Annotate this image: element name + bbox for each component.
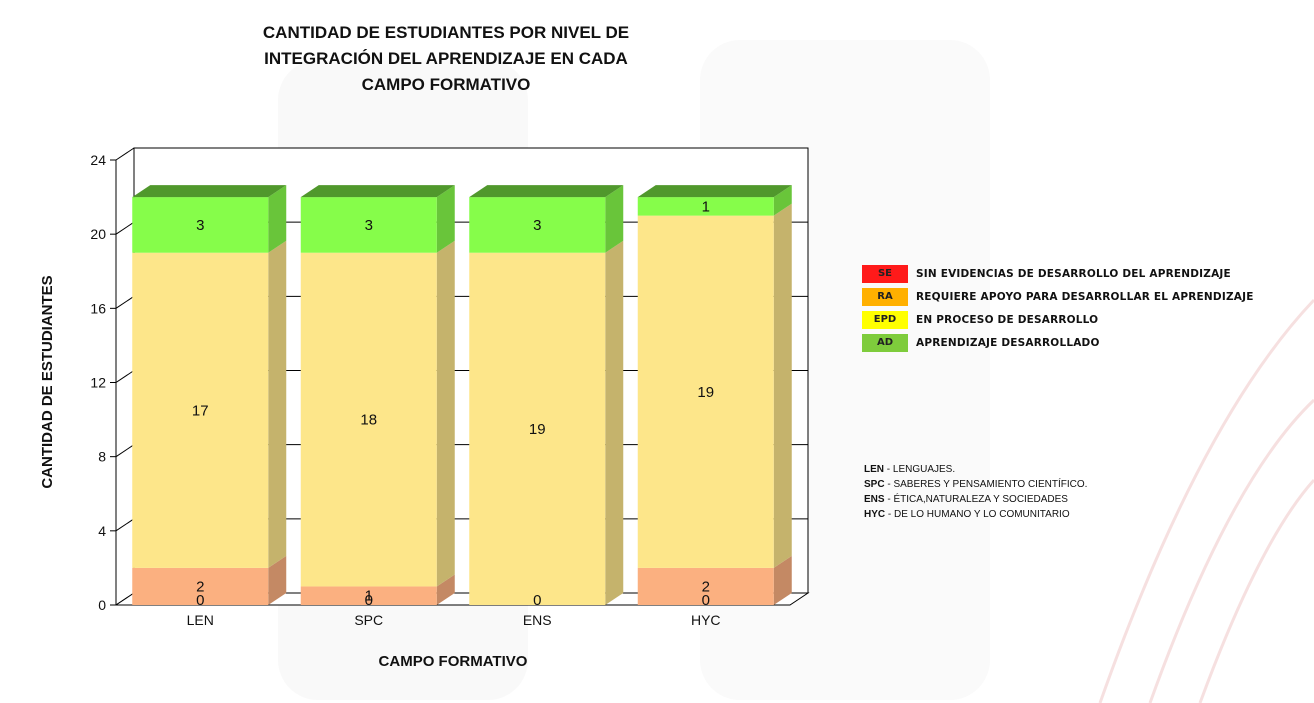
legend-swatch-epd: EPD — [862, 310, 908, 329]
data-label: 0 — [533, 592, 541, 609]
bar-side — [773, 555, 792, 605]
abbreviation-item: LEN - LENGUAJES. — [864, 462, 1087, 477]
abbreviation-code: SPC — [864, 479, 885, 490]
chart-title: CANTIDAD DE ESTUDIANTES POR NIVEL DE INT… — [196, 20, 696, 98]
legend-label-ad: APRENDIZAJE DESARROLLADO — [916, 336, 1100, 349]
bar-top — [132, 185, 287, 198]
abbreviation-code: HYC — [864, 509, 886, 520]
x-axis-title: CAMPO FORMATIVO — [379, 653, 528, 670]
y-tick-label: 24 — [90, 152, 106, 168]
legend-swatch-se: SE — [862, 264, 908, 283]
bar-side — [436, 185, 455, 253]
legend-item-epd: EPD EN PROCESO DE DESARROLLO — [862, 308, 1254, 331]
bar-segment — [132, 567, 269, 605]
abbreviation-text: - DE LO HUMANO Y LO COMUNITARIO — [885, 509, 1070, 520]
data-label: 17 — [192, 402, 209, 419]
abbreviation-item: SPC - SABERES Y PENSAMIENTO CIENTÍFICO. — [864, 477, 1087, 492]
legend-item-ad: AD APRENDIZAJE DESARROLLADO — [862, 331, 1254, 354]
bar-side — [268, 185, 287, 253]
data-label: 0 — [196, 592, 204, 609]
bar-side — [268, 555, 287, 605]
abbreviation-text: - LENGUAJES. — [884, 464, 956, 475]
legend-item-ra: RA REQUIERE APOYO PARA DESARROLLAR EL AP… — [862, 285, 1254, 308]
data-label: 0 — [702, 592, 710, 609]
bar-side — [268, 240, 287, 568]
data-label: 1 — [702, 198, 710, 215]
bar-side — [436, 240, 455, 587]
bar-top — [469, 185, 624, 198]
bar-side — [436, 574, 455, 605]
data-label: 3 — [533, 217, 541, 234]
abbreviation-list: LEN - LENGUAJES. SPC - SABERES Y PENSAMI… — [864, 462, 1087, 522]
abbreviation-text: - ÉTICA,NATURALEZA Y SOCIEDADES — [884, 494, 1068, 505]
bar-segment — [300, 252, 437, 587]
y-axis-title: CANTIDAD DE ESTUDIANTES — [39, 275, 56, 488]
legend-item-se: SE SIN EVIDENCIAS DE DESARROLLO DEL APRE… — [862, 262, 1254, 285]
y-tick-label: 0 — [98, 597, 106, 613]
legend-label-epd: EN PROCESO DE DESARROLLO — [916, 313, 1099, 326]
bar-segment — [132, 252, 269, 568]
chart-title-line: CAMPO FORMATIVO — [361, 75, 531, 94]
abbreviation-item: ENS - ÉTICA,NATURALEZA Y SOCIEDADES — [864, 492, 1087, 507]
chart-title-line: CANTIDAD DE ESTUDIANTES POR NIVEL DE — [262, 23, 630, 42]
bar-segment — [132, 197, 269, 253]
gridline-depth — [115, 518, 135, 532]
y-tick-label: 16 — [90, 300, 106, 316]
bar-segment — [637, 215, 774, 568]
x-tick-label: LEN — [187, 612, 214, 628]
legend-label-ra: REQUIERE APOYO PARA DESARROLLAR EL APREN… — [916, 290, 1254, 303]
data-label: 2 — [196, 578, 204, 595]
y-tick-label: 20 — [90, 226, 106, 242]
gridline-depth — [115, 295, 135, 309]
y-tick-label: 8 — [98, 449, 106, 465]
legend-swatch-ad: AD — [862, 333, 908, 352]
bar-segment — [300, 197, 437, 253]
abbreviation-code: LEN — [864, 464, 884, 475]
y-tick-label: 4 — [98, 523, 106, 539]
data-label: 1 — [365, 588, 373, 605]
bar-side — [773, 185, 792, 216]
legend: SE SIN EVIDENCIAS DE DESARROLLO DEL APRE… — [862, 262, 1254, 354]
bar-segment — [469, 252, 606, 606]
data-label: 18 — [360, 412, 377, 429]
data-label: 0 — [365, 592, 373, 609]
abbreviation-text: - SABERES Y PENSAMIENTO CIENTÍFICO. — [884, 479, 1088, 490]
x-tick-label: SPC — [354, 612, 383, 628]
bar-side — [605, 185, 624, 253]
data-label: 3 — [365, 217, 373, 234]
data-label: 2 — [702, 578, 710, 595]
legend-label-se: SIN EVIDENCIAS DE DESARROLLO DEL APRENDI… — [916, 267, 1231, 280]
gridline-depth — [115, 370, 135, 383]
bar-top — [300, 185, 455, 198]
data-label: 19 — [529, 421, 546, 438]
x-tick-label: ENS — [523, 612, 552, 628]
bar-segment — [637, 197, 774, 216]
bar-segment — [637, 567, 774, 605]
chart-title-line: INTEGRACIÓN DEL APRENDIZAJE EN CADA — [264, 49, 628, 68]
bar-top — [637, 185, 792, 198]
abbreviation-item: HYC - DE LO HUMANO Y LO COMUNITARIO — [864, 507, 1087, 522]
gridline-depth — [115, 444, 135, 458]
bar-segment — [469, 197, 606, 253]
legend-swatch-ra: RA — [862, 287, 908, 306]
gridline-depth — [115, 221, 135, 235]
y-tick-label: 12 — [90, 375, 106, 391]
data-label: 3 — [196, 217, 204, 234]
bar-side — [605, 240, 624, 606]
data-label: 19 — [697, 384, 714, 401]
gridline-depth — [115, 147, 135, 161]
bar-side — [773, 203, 792, 568]
abbreviation-code: ENS — [864, 494, 885, 505]
bar-segment — [300, 586, 437, 605]
x-tick-label: HYC — [691, 612, 721, 628]
